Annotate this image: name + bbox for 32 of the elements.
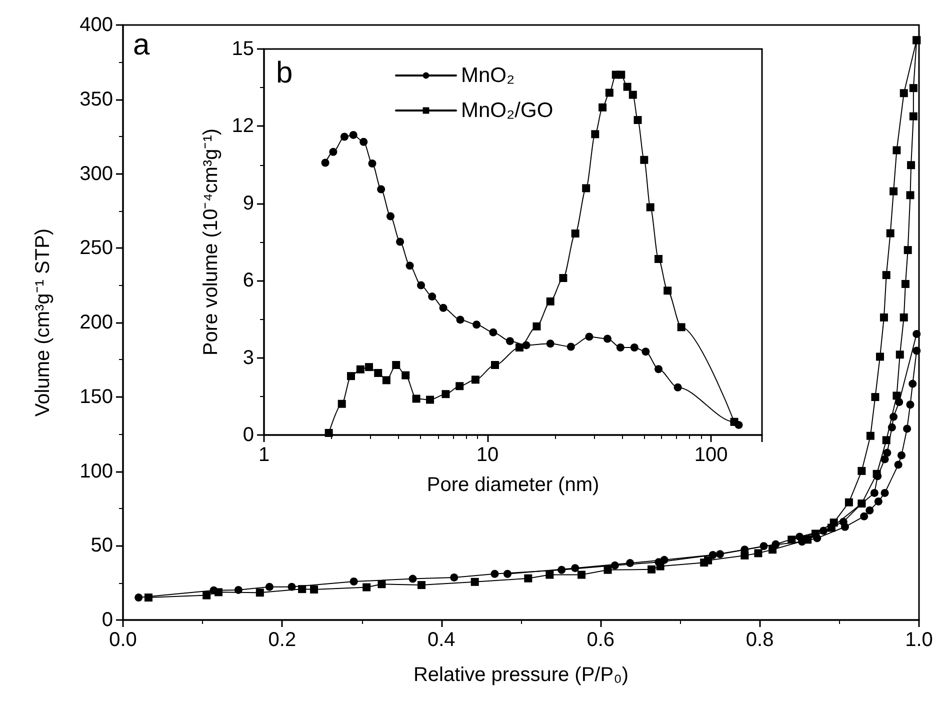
x-tick-label: 0.0 (109, 629, 137, 651)
y-tick-label: 0 (242, 424, 254, 446)
y-tick-label: 3 (242, 346, 254, 369)
y-axis-title: Volume (cm³g⁻¹ STP) (32, 228, 54, 417)
x-axis-title: Pore diameter (nm) (426, 474, 600, 496)
y-tick-label: 50 (90, 534, 113, 557)
x-tick-label: 100 (694, 444, 728, 466)
x-tick-label: 0.8 (746, 629, 774, 651)
y-axis-title: Pore volume (10⁻⁴cm³g⁻¹) (200, 128, 222, 356)
x-tick-label: 0.6 (586, 629, 615, 651)
y-tick-label: 6 (242, 270, 254, 292)
annotation: b (276, 56, 293, 90)
y-tick-label: 300 (80, 162, 113, 185)
x-tick-label: 0.4 (427, 629, 456, 651)
x-tick-label: 1.0 (905, 629, 933, 651)
y-tick-label: 0 (102, 609, 113, 631)
x-tick-label: 10 (476, 444, 499, 466)
y-tick-label: 350 (80, 88, 113, 110)
legend-label: MnO₂/GO (461, 99, 554, 122)
legend-label: MnO₂ (461, 64, 515, 87)
y-tick-label: 150 (80, 386, 113, 408)
y-tick-label: 100 (80, 460, 113, 482)
y-tick-label: 200 (80, 312, 113, 334)
x-tick-label: 1 (258, 444, 270, 466)
annotation: a (133, 28, 150, 62)
x-axis-title: Relative pressure (P/P₀) (413, 664, 629, 686)
y-tick-label: 12 (232, 115, 254, 138)
x-tick-label: 0.2 (268, 629, 296, 651)
y-tick-label: 400 (80, 14, 113, 36)
y-tick-label: 250 (80, 237, 113, 260)
y-tick-label: 9 (242, 192, 254, 214)
y-tick-label: 15 (232, 38, 254, 60)
